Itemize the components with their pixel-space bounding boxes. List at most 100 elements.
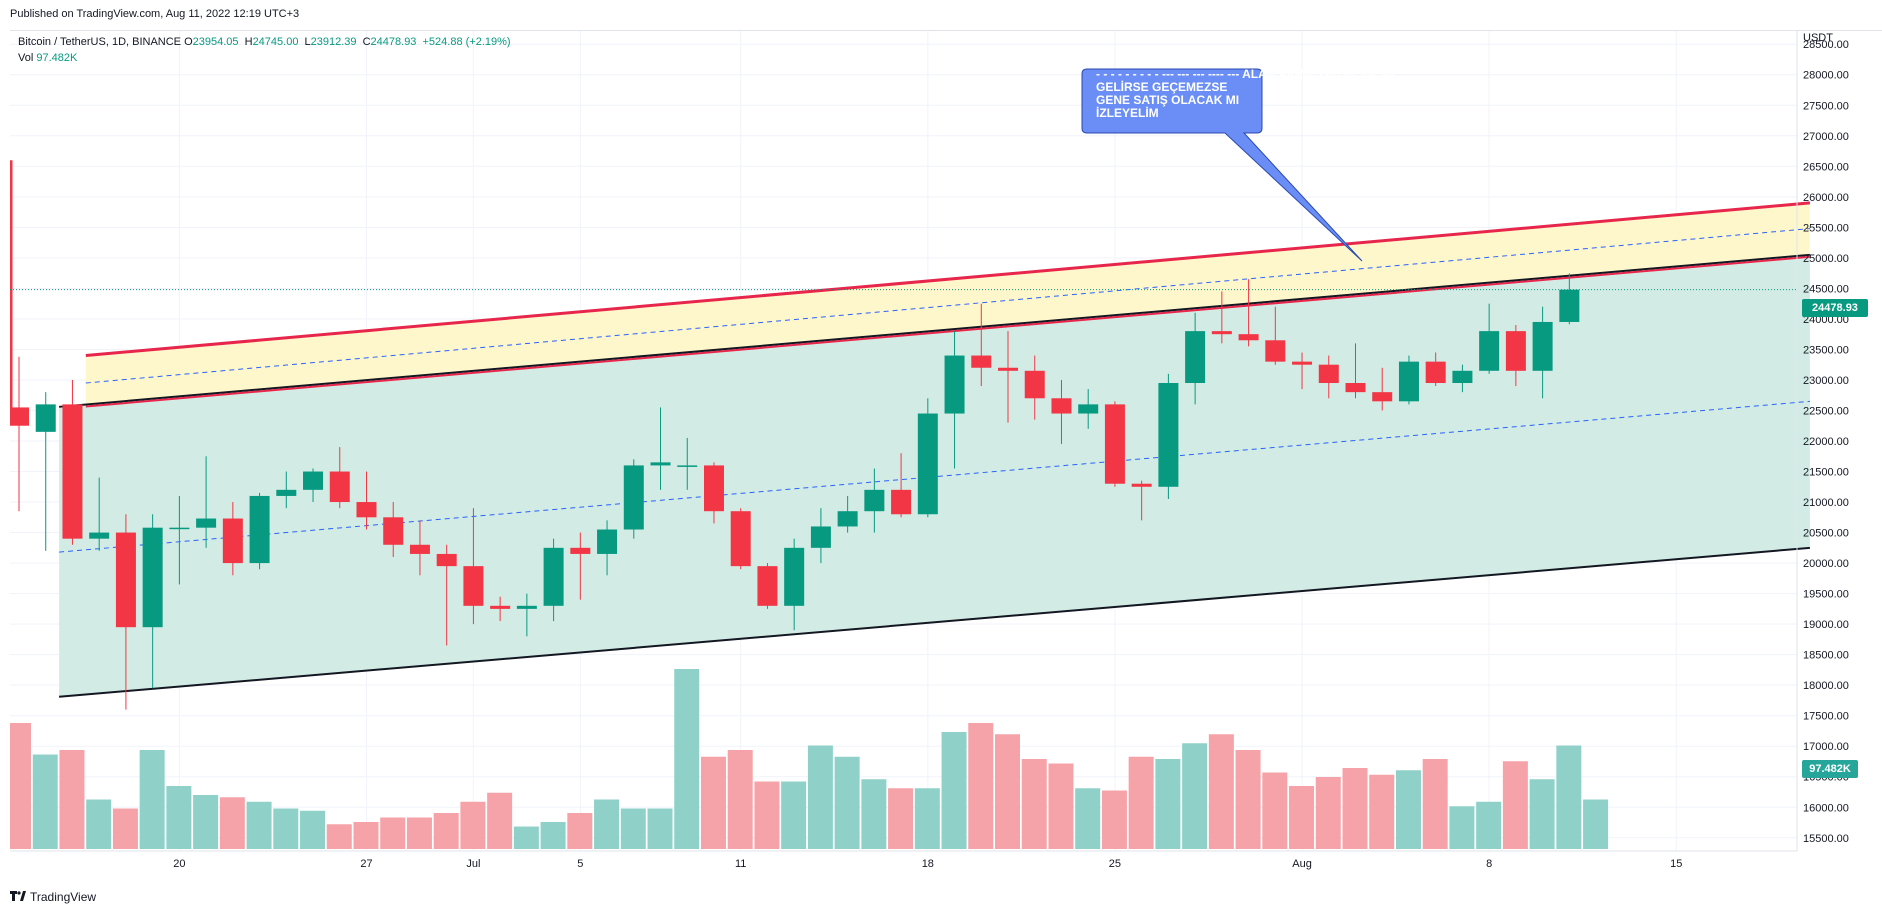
- volume-bar: [380, 817, 406, 849]
- time-tick-label: 5: [577, 858, 583, 870]
- change-value: +524.88 (+2.19%): [422, 36, 511, 48]
- price-tick-label: 21500.00: [1803, 467, 1849, 479]
- volume-bar: [112, 808, 138, 849]
- candle-body: [1505, 331, 1526, 371]
- price-tick-label: 19500.00: [1803, 589, 1849, 601]
- volume-bar: [1502, 761, 1528, 849]
- price-tick-label: 15500.00: [1803, 833, 1849, 845]
- candle-body: [891, 489, 912, 515]
- candle-body: [703, 465, 724, 512]
- candle-body: [1532, 321, 1553, 371]
- time-tick-label: 18: [922, 858, 934, 870]
- volume-bar: [941, 732, 967, 849]
- candle-body: [115, 532, 136, 628]
- time-tick-label: 15: [1670, 858, 1682, 870]
- candle-body: [570, 547, 591, 554]
- candle-body: [62, 404, 83, 539]
- candle-body: [490, 605, 511, 609]
- price-axis-currency: USDT: [1803, 32, 1833, 44]
- volume-bar: [1262, 772, 1288, 849]
- candle-body: [917, 413, 938, 515]
- candle-body: [623, 465, 644, 530]
- candle-body: [597, 529, 618, 554]
- time-tick-label: Aug: [1292, 858, 1312, 870]
- candle-body: [650, 462, 671, 466]
- candle-body: [1051, 398, 1072, 414]
- price-tick-label: 17000.00: [1803, 741, 1849, 753]
- volume-bar: [968, 723, 994, 849]
- callout-note: - - - - - - - - - --- --- --- ---- --- A…: [1096, 67, 1402, 120]
- volume-bar: [32, 754, 58, 849]
- volume-bar: [888, 788, 914, 849]
- candle-body: [1078, 404, 1099, 414]
- volume-bar: [166, 786, 192, 849]
- volume-bar: [487, 792, 513, 849]
- time-tick-label: 25: [1109, 858, 1121, 870]
- symbol-label: Bitcoin / TetherUS, 1D, BINANCE: [18, 36, 182, 48]
- volume-bar: [1101, 790, 1127, 849]
- volume-bar: [59, 750, 85, 849]
- footer-brand[interactable]: TradingView: [10, 890, 96, 904]
- candle-body: [10, 407, 29, 426]
- candle-body: [142, 527, 163, 628]
- candle-body: [463, 566, 484, 606]
- open-value: 23954.05: [192, 36, 239, 48]
- candle-body: [329, 471, 350, 503]
- high-label: H: [244, 36, 253, 48]
- time-tick-label: 27: [360, 858, 372, 870]
- volume-bar: [781, 781, 807, 849]
- volume-bar: [300, 810, 326, 849]
- candle-body: [169, 527, 190, 530]
- candle-body: [89, 532, 110, 539]
- channel-mid-line: [59, 400, 1810, 553]
- volume-bar: [353, 822, 379, 849]
- candle-body: [1372, 392, 1393, 402]
- close-value: 24478.93: [370, 36, 417, 48]
- candle-body: [1158, 383, 1179, 487]
- volume-bar: [567, 813, 593, 849]
- footer-brand-label: TradingView: [30, 890, 97, 904]
- volume-bar: [86, 799, 112, 849]
- candle-body: [944, 355, 965, 414]
- candlestick-chart[interactable]: USDT15500.0016000.0016500.0017000.001750…: [10, 31, 1882, 893]
- volume-bar: [861, 779, 887, 849]
- volume-bar: [1155, 759, 1181, 849]
- volume-bar: [620, 808, 646, 849]
- price-tick-label: 23500.00: [1803, 344, 1849, 356]
- chart-area[interactable]: USDT15500.0016000.0016500.0017000.001750…: [10, 30, 1882, 893]
- candle-body: [543, 547, 564, 606]
- tradingview-logo-icon: [10, 891, 26, 901]
- price-tick-label: 22500.00: [1803, 405, 1849, 417]
- candle-body: [998, 367, 1019, 371]
- callout-bubble: [1081, 68, 1363, 262]
- candle-body: [810, 526, 831, 548]
- candle-body: [677, 465, 698, 467]
- candle-body: [356, 502, 377, 518]
- price-tick-label: 26000.00: [1803, 192, 1849, 204]
- candle-body: [409, 544, 430, 554]
- volume-bar: [914, 788, 940, 849]
- high-value: 24745.00: [252, 36, 299, 48]
- price-tick-label: 27000.00: [1803, 131, 1849, 143]
- candle-body: [303, 471, 324, 490]
- low-value: 23912.39: [310, 36, 357, 48]
- volume-bar: [139, 750, 165, 849]
- zone-bottom-line: [85, 255, 1810, 408]
- price-tick-label: 22000.00: [1803, 436, 1849, 448]
- volume-bar: [834, 756, 860, 849]
- volume-bar: [1021, 759, 1047, 849]
- price-tick-label: 17500.00: [1803, 711, 1849, 723]
- volume-bar: [1315, 777, 1341, 849]
- volume-bar: [540, 822, 566, 849]
- time-tick-label: Jul: [466, 858, 480, 870]
- candle-body: [1318, 364, 1339, 384]
- candle-body: [1211, 331, 1232, 335]
- price-tick-label: 25000.00: [1803, 253, 1849, 265]
- candle-body: [1131, 483, 1152, 487]
- volume-bar: [754, 781, 780, 849]
- volume-bar: [1235, 750, 1261, 849]
- candle-body: [1238, 334, 1259, 341]
- price-tick-label: 25500.00: [1803, 222, 1849, 234]
- price-tick-label: 26500.00: [1803, 161, 1849, 173]
- candle-body: [837, 511, 858, 527]
